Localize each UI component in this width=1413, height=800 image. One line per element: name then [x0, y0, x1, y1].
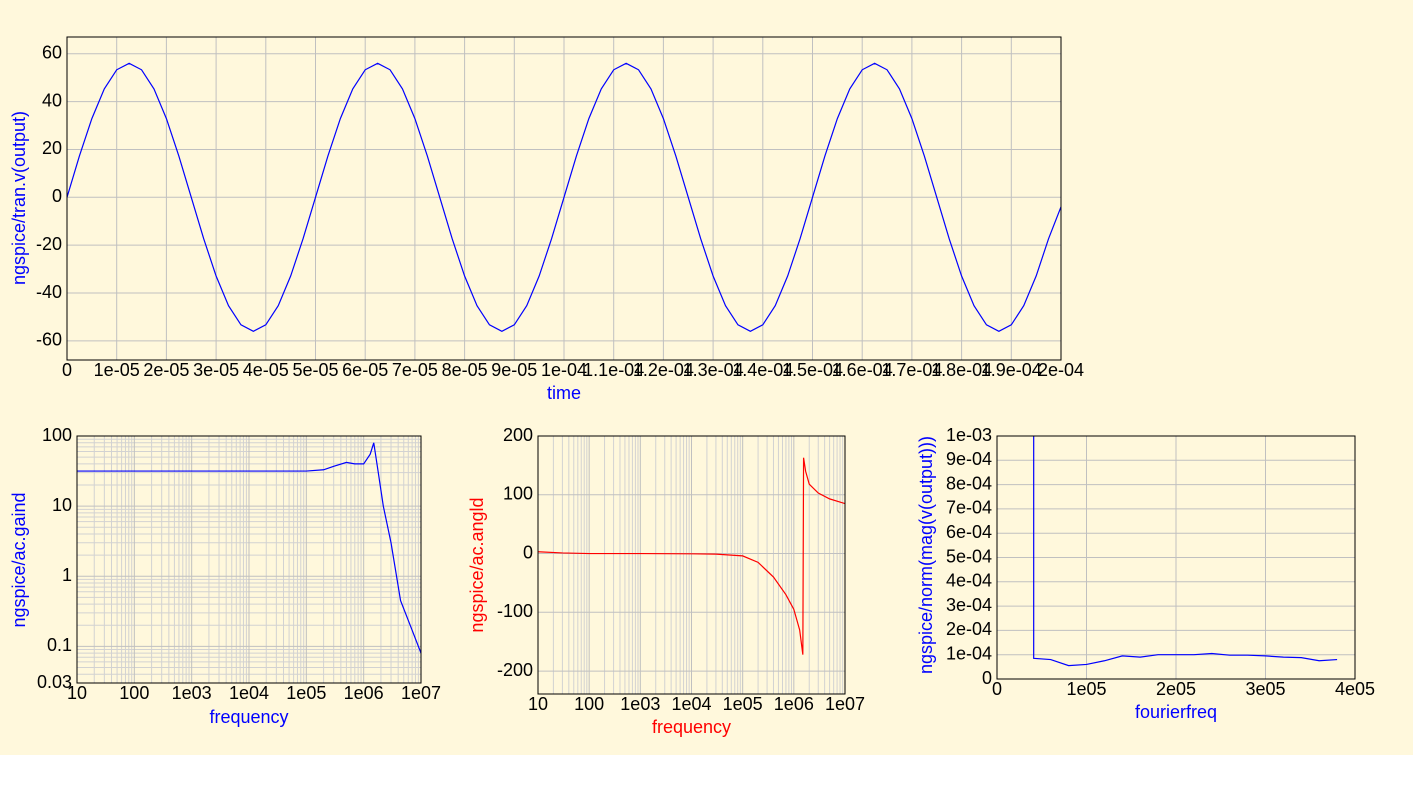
x-tick-label: 0 — [62, 360, 72, 380]
y-tick-label: 0.1 — [47, 635, 72, 655]
data-line — [1033, 436, 1338, 667]
plot-frame — [996, 435, 1356, 680]
x-axis-label: frequency — [209, 707, 288, 727]
x-tick-label: 1.3e-04 — [683, 360, 744, 380]
y-axis-label: ngspice/ac.gaind — [9, 492, 29, 627]
x-tick-label: 10 — [67, 683, 87, 703]
x-tick-label: 5e-05 — [292, 360, 338, 380]
x-tick-label: 10 — [528, 694, 548, 714]
y-tick-label: -40 — [36, 282, 62, 302]
y-tick-label: 7e-04 — [946, 498, 992, 518]
x-tick-label: 1e03 — [620, 694, 660, 714]
x-tick-label: 3e05 — [1245, 679, 1285, 699]
x-axis-label: fourierfreq — [1135, 702, 1217, 722]
x-tick-label: 1.9e-04 — [981, 360, 1042, 380]
x-tick-label: 1.8e-04 — [931, 360, 992, 380]
x-tick-label: 2e-04 — [1038, 360, 1084, 380]
y-tick-label: 200 — [503, 425, 533, 445]
y-tick-label: 100 — [503, 484, 533, 504]
x-tick-label: 1e04 — [671, 694, 711, 714]
x-tick-label: 1e-05 — [94, 360, 140, 380]
y-tick-label: -60 — [36, 330, 62, 350]
y-tick-label: 1e-03 — [946, 425, 992, 445]
y-tick-label: -100 — [497, 601, 533, 621]
x-tick-label: 1.6e-04 — [832, 360, 893, 380]
plot-frame — [537, 435, 846, 695]
x-tick-label: 9e-05 — [491, 360, 537, 380]
y-tick-label: -200 — [497, 660, 533, 680]
x-tick-label: 1e07 — [825, 694, 865, 714]
x-tick-label: 8e-05 — [442, 360, 488, 380]
x-tick-label: 6e-05 — [342, 360, 388, 380]
y-tick-label: 10 — [52, 495, 72, 515]
y-tick-label: 8e-04 — [946, 473, 992, 493]
y-tick-label: 2e-04 — [946, 619, 992, 639]
x-tick-label: 2e-05 — [143, 360, 189, 380]
x-tick-label: 1e05 — [1066, 679, 1106, 699]
y-axis-label: ngspice/ac.angld — [467, 497, 487, 632]
y-tick-label: 6e-04 — [946, 522, 992, 542]
y-tick-label: 0 — [982, 668, 992, 688]
x-tick-label: 1e04 — [229, 683, 269, 703]
x-tick-label: 1.4e-04 — [732, 360, 793, 380]
x-tick-label: 100 — [119, 683, 149, 703]
x-tick-label: 1e03 — [172, 683, 212, 703]
x-tick-label: 100 — [574, 694, 604, 714]
y-tick-label: 60 — [42, 42, 62, 62]
y-axis-label: ngspice/tran.v(output) — [9, 111, 29, 285]
data-line — [538, 457, 845, 655]
y-tick-label: 5e-04 — [946, 546, 992, 566]
data-line — [67, 62, 1061, 332]
y-tick-label: 0 — [52, 186, 62, 206]
x-axis-label: frequency — [652, 717, 731, 737]
x-tick-label: 1e06 — [774, 694, 814, 714]
y-tick-label: 100 — [42, 425, 72, 445]
y-tick-label: 3e-04 — [946, 595, 992, 615]
x-tick-label: 2e05 — [1156, 679, 1196, 699]
x-tick-label: 1.5e-04 — [782, 360, 843, 380]
x-tick-label: 1.7e-04 — [881, 360, 942, 380]
plot-frame — [66, 36, 1062, 361]
y-tick-label: 1e-04 — [946, 643, 992, 663]
y-tick-label: 20 — [42, 138, 62, 158]
x-tick-label: 4e05 — [1335, 679, 1375, 699]
x-tick-label: 1e07 — [401, 683, 441, 703]
x-tick-label: 0 — [992, 679, 1002, 699]
y-tick-label: 0 — [523, 542, 533, 562]
x-tick-label: 1e05 — [286, 683, 326, 703]
x-tick-label: 7e-05 — [392, 360, 438, 380]
x-axis-label: time — [547, 383, 581, 403]
plot-frame — [76, 435, 422, 684]
y-tick-label: 9e-04 — [946, 449, 992, 469]
y-tick-label: -20 — [36, 234, 62, 254]
y-tick-label: 40 — [42, 90, 62, 110]
y-tick-label: 4e-04 — [946, 571, 992, 591]
x-tick-label: 4e-05 — [243, 360, 289, 380]
x-tick-label: 1.1e-04 — [583, 360, 644, 380]
y-tick-label: 0.03 — [37, 672, 72, 692]
y-tick-label: 1 — [62, 565, 72, 585]
y-axis-label: ngspice/norm(mag(v(output))) — [916, 436, 936, 674]
x-tick-label: 1e06 — [344, 683, 384, 703]
x-tick-label: 1e05 — [723, 694, 763, 714]
data-line — [77, 442, 421, 654]
x-tick-label: 1.2e-04 — [633, 360, 694, 380]
x-tick-label: 1e-04 — [541, 360, 587, 380]
x-tick-label: 3e-05 — [193, 360, 239, 380]
